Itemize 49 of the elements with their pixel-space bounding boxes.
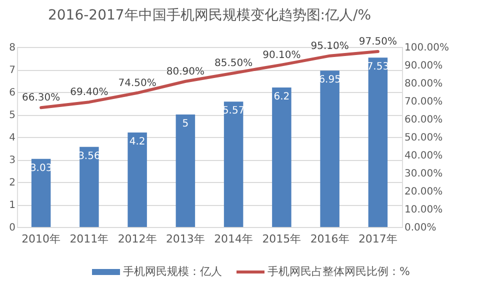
- y-tick-label: 2: [9, 178, 16, 188]
- x-tick-label: 2014年: [214, 232, 254, 246]
- data-label: 4.2: [129, 136, 146, 148]
- bar: [128, 132, 147, 227]
- data-label: 6.2: [274, 92, 290, 102]
- x-tick-label: 2011年: [70, 232, 109, 246]
- y2-tick-label: 70.00%: [404, 96, 443, 108]
- data-label: 95.10%: [310, 40, 349, 52]
- legend-label: 手机网民占整体网民比例：%: [268, 265, 410, 278]
- y-tick-label: 4: [9, 132, 16, 144]
- x-tick-label: 2017年: [358, 232, 398, 246]
- y-tick-label: 6: [9, 88, 16, 98]
- data-label: 66.30%: [22, 92, 60, 104]
- y2-tick-label: 30.00%: [404, 168, 443, 180]
- data-label: 74.50%: [118, 78, 156, 89]
- x-tick-label: 2012年: [118, 232, 157, 246]
- y-tick-label: 0: [9, 222, 16, 234]
- y2-tick-label: 50.00%: [404, 132, 443, 144]
- data-label: 90.10%: [262, 50, 301, 61]
- bar: [320, 70, 340, 227]
- y2-tick-label: 80.00%: [404, 78, 443, 90]
- data-label: 85.50%: [214, 58, 253, 70]
- y2-tick-label: 40.00%: [404, 150, 443, 162]
- bar: [368, 58, 388, 227]
- bar: [80, 146, 99, 227]
- x-tick-label: 2015年: [262, 232, 302, 246]
- y2-tick-label: 20.00%: [404, 186, 443, 198]
- bar: [224, 102, 244, 227]
- data-label: 80.90%: [166, 66, 205, 78]
- data-label: 97.50%: [358, 36, 398, 48]
- legend-label: 手机网民规模：亿人: [123, 265, 222, 278]
- y-tick-label: 8: [9, 42, 16, 54]
- y2-tick-label: 100.00%: [404, 42, 449, 54]
- data-label: 69.40%: [70, 87, 108, 98]
- data-label: 5: [182, 118, 189, 130]
- y-tick-label: 5: [9, 110, 16, 121]
- y-tick-label: 7: [9, 65, 16, 76]
- x-tick-label: 2016年: [310, 232, 350, 246]
- y2-tick-label: 60.00%: [404, 114, 443, 126]
- y-tick-label: 1: [9, 200, 16, 211]
- x-tick-label: 2010年: [22, 232, 61, 246]
- x-tick-label: 2013年: [166, 232, 205, 246]
- bar: [272, 88, 292, 227]
- bar: [176, 114, 196, 227]
- y2-tick-label: 0.00%: [404, 222, 436, 234]
- y2-tick-label: 90.00%: [404, 60, 443, 72]
- chart-title: 2016-2017年中国手机网民规模变化趋势图:亿人/%: [48, 8, 372, 24]
- y2-tick-label: 10.00%: [404, 204, 443, 216]
- y-tick-label: 3: [9, 155, 16, 166]
